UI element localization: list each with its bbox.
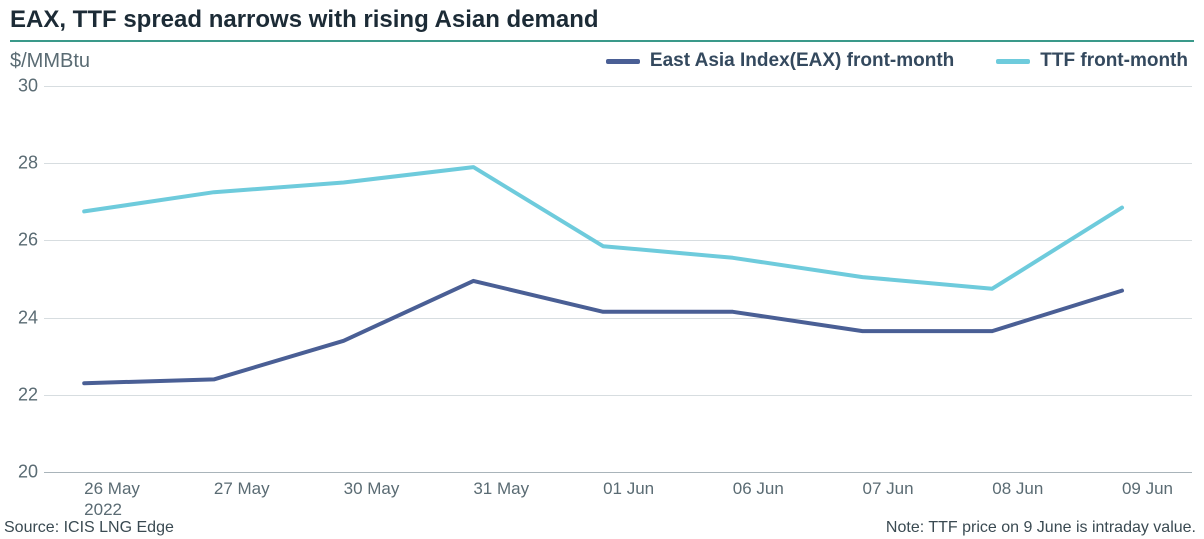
source-text: Source: ICIS LNG Edge	[4, 519, 174, 537]
legend: East Asia Index(EAX) front-month TTF fro…	[606, 50, 1188, 72]
legend-label-eax: East Asia Index(EAX) front-month	[650, 50, 954, 72]
y-tick-label: 28	[8, 153, 38, 174]
y-tick-label: 26	[8, 230, 38, 251]
y-tick-label: 24	[8, 307, 38, 328]
x-tick-label: 07 Jun	[863, 478, 914, 499]
y-tick-label: 30	[8, 76, 38, 97]
series-line-eax	[84, 281, 1122, 383]
series-svg	[44, 86, 1192, 472]
x-tick-label: 09 Jun	[1122, 478, 1173, 499]
y-tick-label: 20	[8, 462, 38, 483]
legend-label-ttf: TTF front-month	[1040, 50, 1188, 72]
series-line-ttf	[84, 167, 1122, 289]
x-tick-label: 27 May	[214, 478, 270, 499]
legend-swatch-ttf	[996, 59, 1030, 64]
x-tick-label: 06 Jun	[733, 478, 784, 499]
y-tick-label: 22	[8, 384, 38, 405]
x-tick-label: 08 Jun	[992, 478, 1043, 499]
x-axis	[44, 472, 1192, 473]
x-tick-label: 26 May 2022	[84, 478, 140, 521]
chart-container: EAX, TTF spread narrows with rising Asia…	[0, 0, 1204, 539]
chart-title: EAX, TTF spread narrows with rising Asia…	[10, 6, 599, 34]
x-tick-label: 30 May	[344, 478, 400, 499]
legend-swatch-eax	[606, 59, 640, 64]
x-tick-label: 01 Jun	[603, 478, 654, 499]
x-tick-label: 31 May	[473, 478, 529, 499]
legend-item-ttf: TTF front-month	[996, 50, 1188, 72]
y-axis-label: $/MMBtu	[10, 50, 90, 73]
legend-item-eax: East Asia Index(EAX) front-month	[606, 50, 954, 72]
title-rule	[10, 40, 1194, 42]
note-text: Note: TTF price on 9 June is intraday va…	[886, 519, 1196, 537]
plot-area	[44, 86, 1192, 472]
